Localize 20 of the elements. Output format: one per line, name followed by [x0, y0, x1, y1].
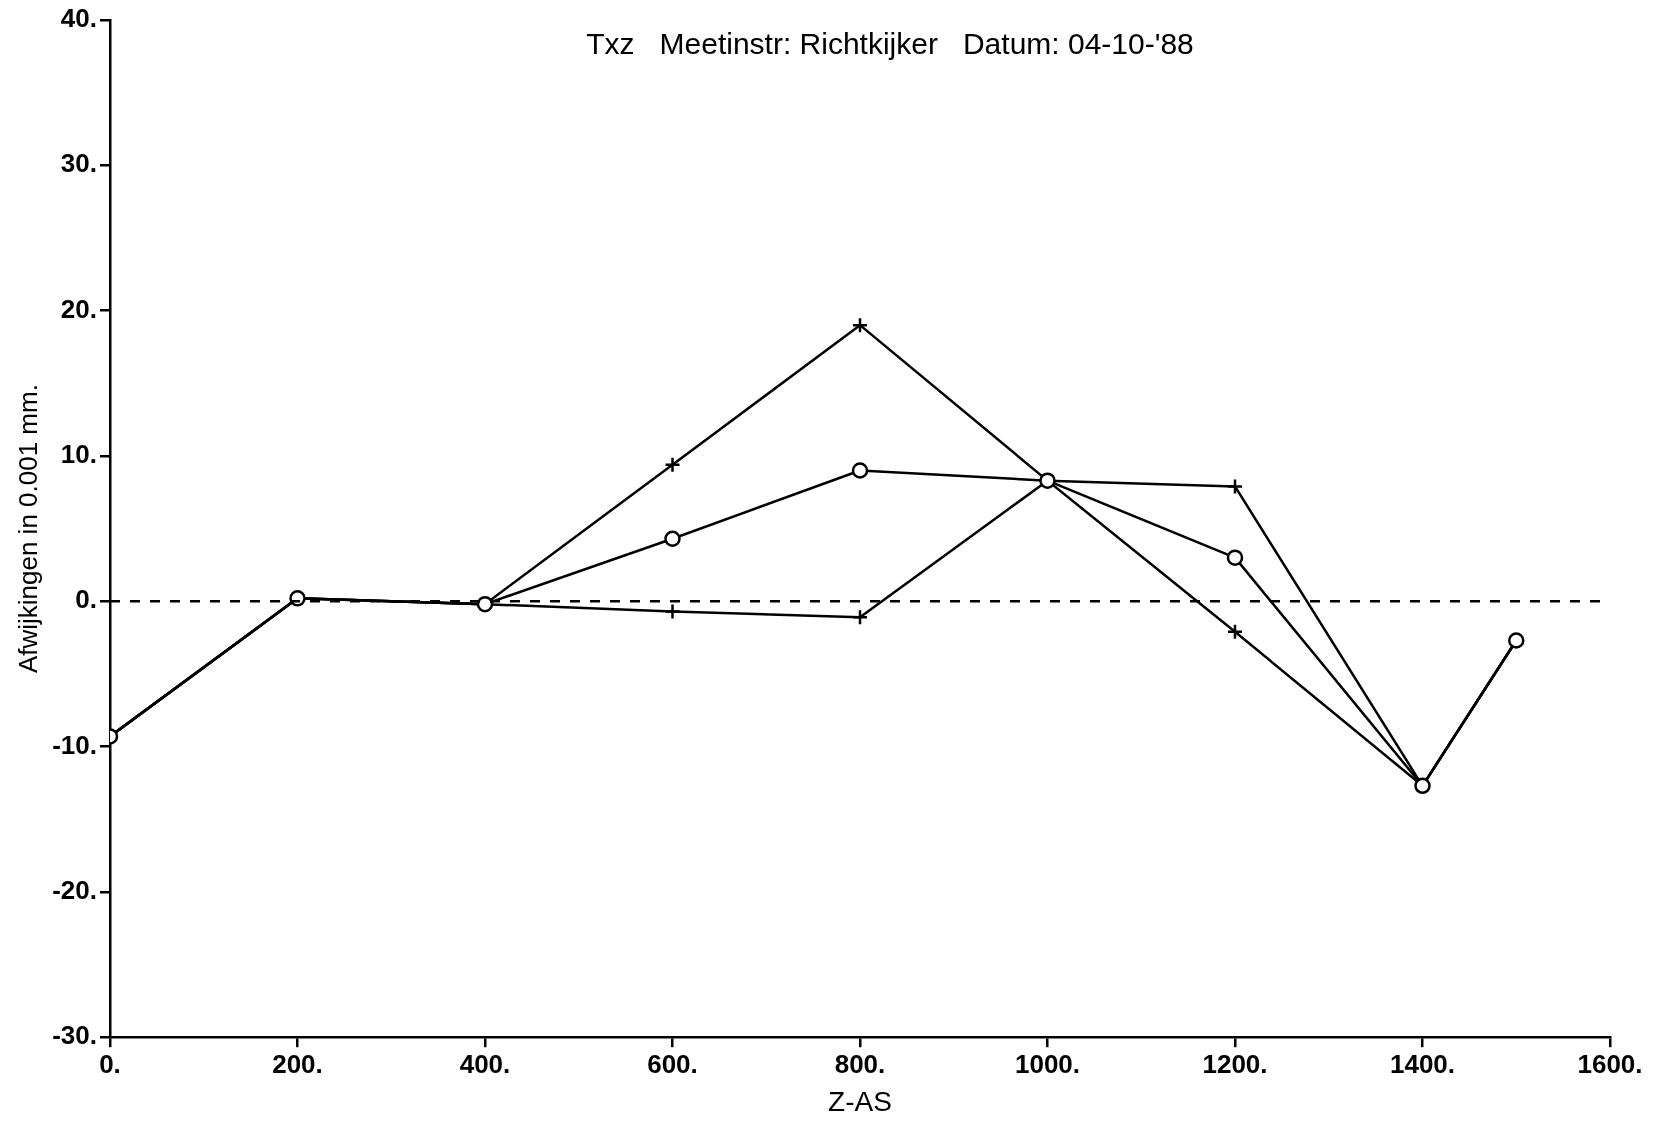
- x-tick-label: 800.: [834, 1048, 886, 1079]
- x-tick-label: 0.: [99, 1048, 121, 1079]
- x-axis-title: Z-AS: [828, 1085, 892, 1117]
- x-tick-label: 1000.: [1014, 1048, 1081, 1079]
- x-tick-label: 200.: [272, 1048, 323, 1079]
- x-tick-label: 400.: [459, 1048, 511, 1079]
- x-tick-label: 1200.: [1202, 1048, 1268, 1079]
- y-axis-title: Afwijkingen in 0.001 mm.: [12, 384, 43, 674]
- y-tick-label: 40.: [60, 3, 97, 34]
- x-tick-label: 600.: [647, 1048, 698, 1079]
- y-tick-label: 30.: [60, 148, 97, 179]
- x-tick-label: 1600.: [1577, 1048, 1643, 1079]
- y-tick-label: -30.: [52, 1020, 97, 1051]
- x-tick-label: 1400.: [1389, 1048, 1456, 1079]
- chart-subtitle: Txz Meetinstr: Richtkijker Datum: 04-10-'88: [586, 27, 1194, 61]
- y-tick-label: 20.: [60, 293, 97, 324]
- y-tick-label: -20.: [52, 875, 97, 906]
- y-tick-label: 0.: [75, 584, 97, 615]
- y-tick-label: -10.: [52, 729, 97, 760]
- y-tick-label: 10.: [60, 439, 97, 470]
